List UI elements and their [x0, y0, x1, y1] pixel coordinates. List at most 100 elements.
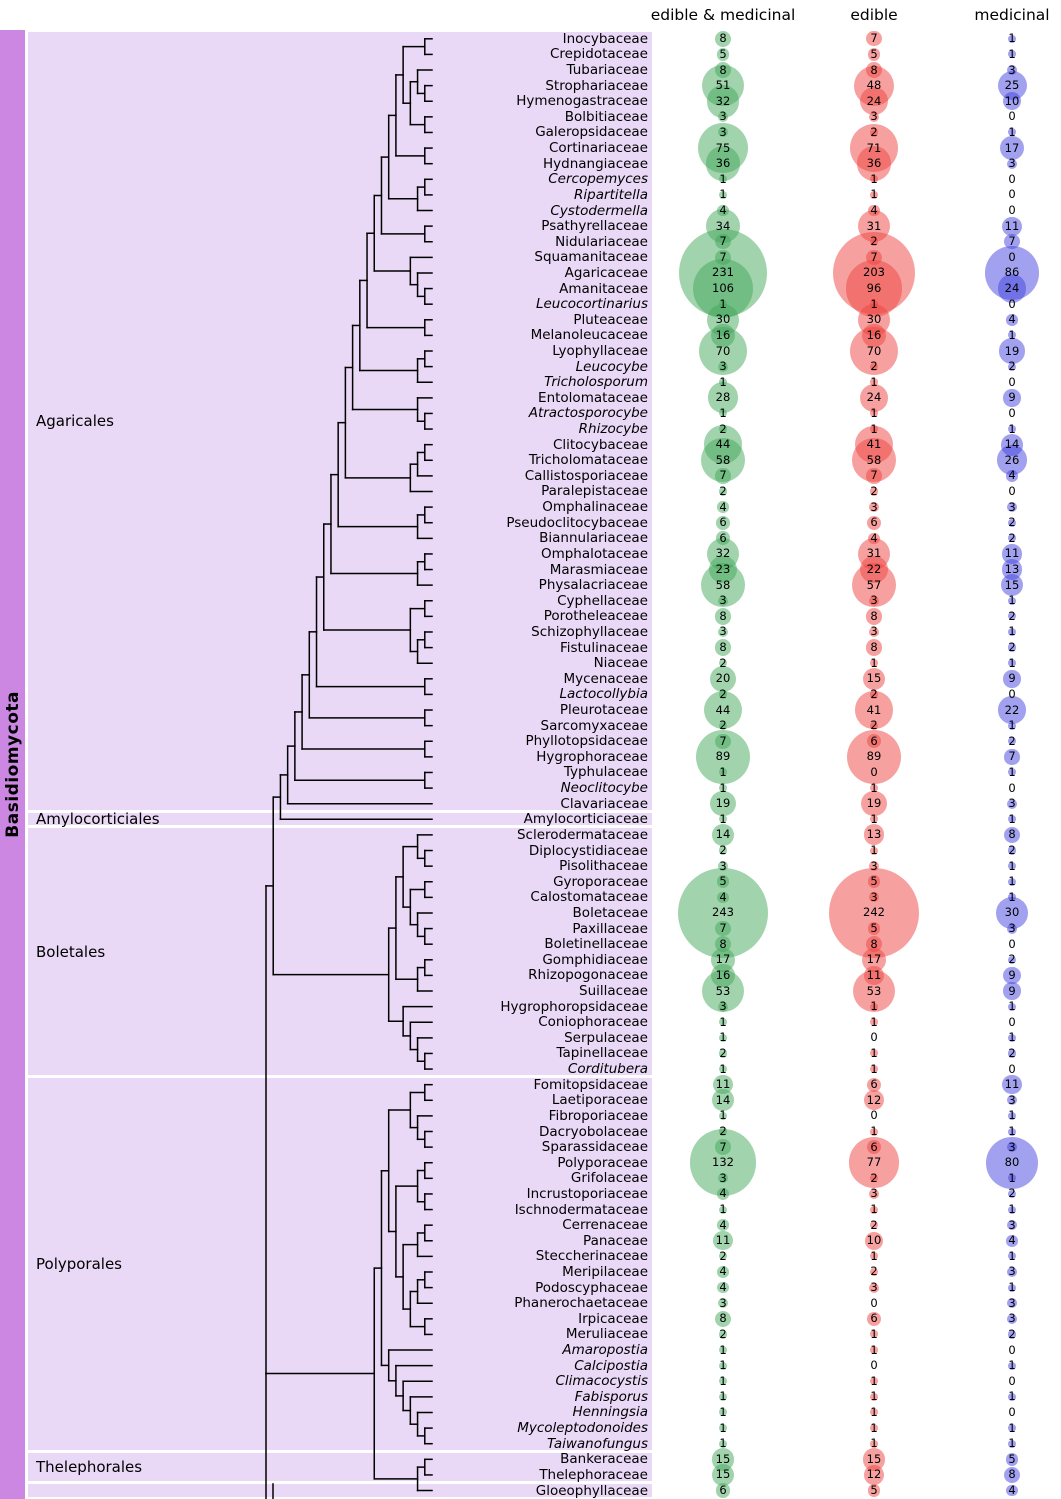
bubble-value-edible: 0 — [870, 1108, 878, 1123]
bubble-value-edible: 5 — [870, 921, 878, 936]
bubble-value-medicinal: 1 — [1008, 811, 1016, 826]
bubble-edible_medicinal — [719, 815, 727, 824]
bubble-edible — [868, 1282, 879, 1293]
bubble-medicinal — [1003, 670, 1021, 688]
order-label: Agaricales — [36, 412, 114, 431]
bubble-medicinal — [1008, 627, 1016, 636]
bubble-medicinal — [1006, 65, 1017, 76]
bubble-medicinal — [1008, 659, 1016, 668]
bubble-edible — [868, 502, 879, 513]
bubble-medicinal — [1007, 362, 1017, 371]
taxon-label: Pleurotaceae — [559, 702, 648, 719]
taxon-label: Typhulaceae — [563, 764, 648, 781]
bubble-value-edible_medicinal: 8 — [719, 640, 727, 655]
bubble-medicinal — [1008, 1033, 1016, 1042]
bubble-value-edible: 12 — [866, 1092, 882, 1107]
bubble-edible_medicinal — [717, 1219, 729, 1231]
bubble-value-medicinal: 11 — [1004, 218, 1020, 233]
bubble-value-edible_medicinal: 7 — [719, 468, 727, 483]
taxon-label: Hydnangiaceae — [543, 155, 648, 172]
bubble-medicinal — [1008, 721, 1016, 730]
bubble-value-edible: 7 — [870, 31, 878, 46]
taxon-label: Hymenogastraceae — [516, 93, 648, 110]
bubble-value-edible_medicinal: 1 — [719, 1358, 727, 1373]
taxon-label: Coniophoraceae — [538, 1014, 648, 1031]
bubble-value-edible: 6 — [870, 1139, 878, 1154]
bubble-edible_medicinal — [707, 382, 739, 414]
bubble-value-medicinal: 1 — [1008, 1280, 1016, 1295]
bubble-value-edible_medicinal: 34 — [715, 218, 731, 233]
bubble-value-edible_medicinal: 1 — [719, 764, 727, 779]
taxon-label: Amanitaceae — [559, 280, 648, 297]
bubble-value-edible: 8 — [870, 936, 878, 951]
bubble-value-edible: 7 — [870, 249, 878, 264]
bubble-value-edible_medicinal: 1 — [719, 187, 727, 202]
bubble-edible — [870, 1049, 878, 1058]
bubble-value-medicinal: 0 — [1008, 203, 1016, 217]
bubble-medicinal — [1003, 826, 1021, 844]
bubble-edible_medicinal — [717, 626, 728, 637]
bubble-value-edible: 0 — [870, 1358, 878, 1373]
bubble-edible_medicinal — [717, 1298, 728, 1309]
bubble-value-edible_medicinal: 1 — [719, 1373, 727, 1388]
taxon-label: Rhizocybe — [578, 421, 648, 438]
taxon-label: Paxillaceae — [572, 920, 648, 937]
bubble-value-edible: 11 — [866, 967, 882, 982]
bubble-edible_medicinal — [717, 1188, 729, 1200]
bubble-value-edible_medicinal: 3 — [719, 109, 727, 124]
bubble-value-medicinal: 1 — [1008, 1170, 1016, 1185]
bubble-edible — [868, 861, 879, 872]
bubble-value-edible_medicinal: 3 — [719, 1170, 727, 1185]
bubble-value-edible_medicinal: 1 — [719, 1202, 727, 1217]
bubble-medicinal — [1006, 1298, 1017, 1309]
bubble-edible — [870, 1205, 878, 1214]
bubble-medicinal — [1006, 1266, 1017, 1277]
bubble-value-medicinal: 1 — [1008, 624, 1016, 639]
bubble-edible_medicinal — [719, 1408, 727, 1417]
bubble-value-medicinal: 4 — [1008, 1233, 1016, 1248]
bubble-value-edible_medicinal: 53 — [715, 983, 731, 998]
bubble-value-edible: 12 — [866, 1467, 882, 1482]
bubble-value-edible: 71 — [866, 140, 882, 155]
bubble-edible_medicinal — [719, 1439, 727, 1448]
bubble-value-edible: 1 — [870, 1436, 878, 1451]
bubble-medicinal — [1003, 1466, 1021, 1484]
bubble-value-edible: 5 — [870, 874, 878, 889]
bubble-value-edible_medicinal: 58 — [715, 577, 731, 592]
bubble-value-edible: 1 — [870, 843, 878, 858]
bubble-value-edible_medicinal: 3 — [719, 1295, 727, 1310]
bubble-value-edible_medicinal: 6 — [719, 515, 727, 530]
bubble-edible — [863, 1090, 885, 1111]
bubble-value-edible: 6 — [870, 733, 878, 748]
bubble-value-edible_medicinal: 75 — [715, 140, 731, 155]
taxon-label: Ripartitella — [574, 186, 648, 203]
bubble-medicinal — [1007, 1189, 1017, 1199]
order-block — [28, 1483, 652, 1497]
bubble-value-edible: 1 — [870, 999, 878, 1014]
bubble-value-edible: 0 — [870, 764, 878, 779]
bubble-value-medicinal: 11 — [1004, 1077, 1020, 1092]
bubble-edible_medicinal — [719, 409, 727, 418]
bubble-value-medicinal: 0 — [1008, 1373, 1016, 1388]
bubble-value-medicinal: 17 — [1004, 140, 1020, 155]
bubble-value-medicinal: 1 — [1008, 1108, 1016, 1123]
bubble-value-medicinal: 2 — [1008, 733, 1016, 748]
bubble-medicinal — [1006, 1220, 1017, 1231]
bubble-medicinal — [1008, 331, 1016, 340]
bubble-medicinal — [1002, 1075, 1022, 1095]
bubble-value-edible: 57 — [866, 577, 882, 592]
bubble-edible_medicinal — [717, 1001, 728, 1012]
bubble-edible — [870, 1377, 878, 1386]
bubble-value-medicinal: 1 — [1008, 31, 1016, 46]
bubble-value-edible: 3 — [870, 499, 878, 514]
bubble-value-edible: 1 — [870, 296, 878, 311]
bubble-medicinal — [1007, 612, 1017, 621]
bubble-value-medicinal: 2 — [1008, 530, 1016, 545]
bubble-edible_medicinal — [718, 1049, 728, 1058]
bubble-value-edible_medicinal: 16 — [715, 327, 731, 342]
bubble-value-edible: 6 — [870, 1077, 878, 1092]
bubble-edible_medicinal — [719, 1346, 727, 1355]
bubble-medicinal — [1007, 643, 1017, 652]
